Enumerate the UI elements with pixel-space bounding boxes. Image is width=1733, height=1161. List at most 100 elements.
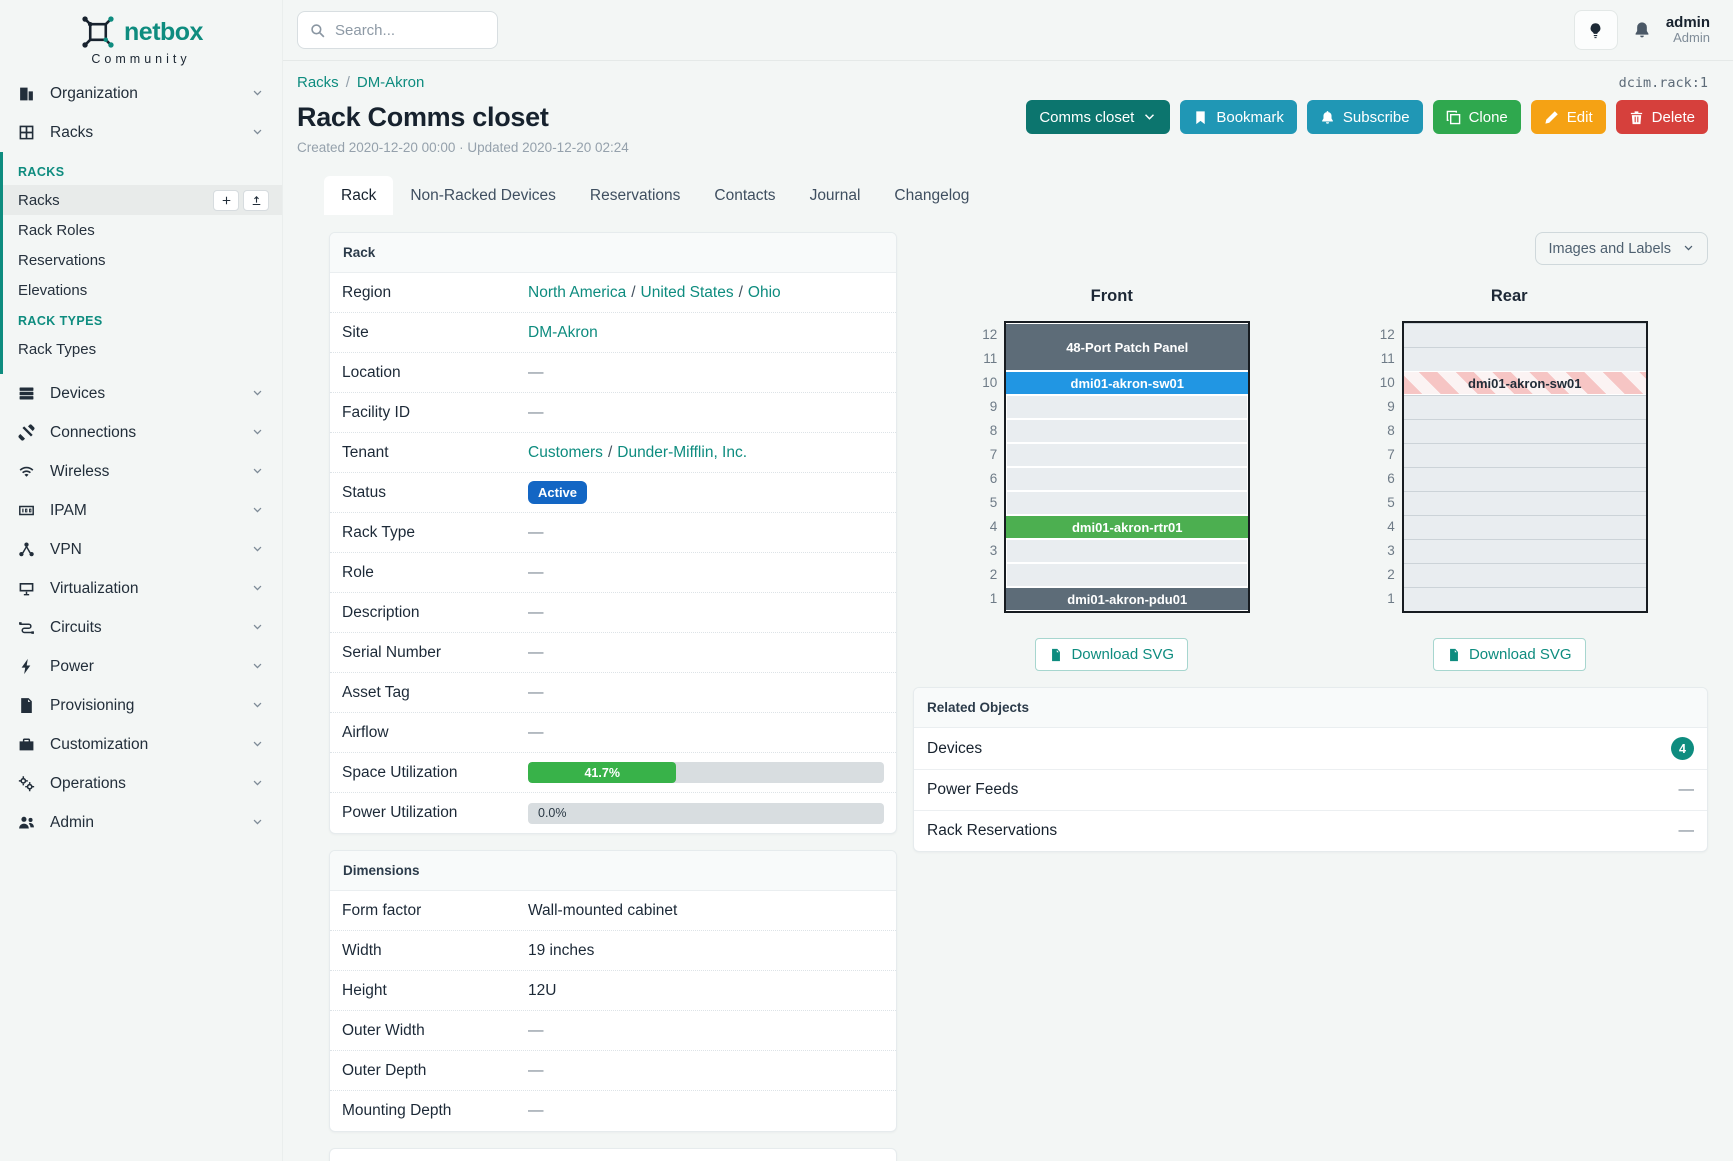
download-svg-button[interactable]: Download SVG xyxy=(1035,638,1189,671)
attribute-value: 0.0% xyxy=(528,802,884,824)
breadcrumb-racks[interactable]: Racks xyxy=(297,74,339,91)
sidebar-item-admin[interactable]: Admin xyxy=(0,803,282,842)
empty-rack-unit[interactable] xyxy=(1403,443,1646,467)
sidebar-subitem-rack-types[interactable]: Rack Types xyxy=(0,334,282,364)
notifications-bell-icon[interactable] xyxy=(1633,21,1651,39)
attribute-text: — xyxy=(528,723,544,741)
empty-rack-unit[interactable] xyxy=(1403,467,1646,491)
dimensions-panel-title: Dimensions xyxy=(330,851,896,891)
empty-rack-unit[interactable] xyxy=(1403,419,1646,443)
user-menu[interactable]: admin Admin xyxy=(1666,14,1710,46)
delete-button[interactable]: Delete xyxy=(1615,100,1708,134)
empty-rack-unit[interactable] xyxy=(1403,539,1646,563)
empty-rack-unit[interactable] xyxy=(1403,395,1646,419)
subscribe-button[interactable]: Subscribe xyxy=(1306,100,1423,134)
clone-button[interactable]: Clone xyxy=(1432,100,1521,134)
sidebar-item-provisioning[interactable]: Provisioning xyxy=(0,686,282,725)
value-link[interactable]: North America xyxy=(528,283,627,301)
value-link[interactable]: United States xyxy=(640,283,734,301)
related-row-rack-reservations[interactable]: Rack Reservations — xyxy=(914,810,1707,851)
tab-reservations[interactable]: Reservations xyxy=(589,187,681,204)
sidebar-subitem-racks[interactable]: Racks xyxy=(0,185,282,215)
attribute-label: Airflow xyxy=(342,723,389,741)
comms-closet-button[interactable]: Comms closet xyxy=(1026,100,1171,134)
sidebar-item-connections[interactable]: Connections xyxy=(0,413,282,452)
related-row-power-feeds[interactable]: Power Feeds — xyxy=(914,769,1707,810)
power-icon xyxy=(18,658,35,675)
sidebar-subitem-rack-roles[interactable]: Rack Roles xyxy=(0,215,282,245)
attribute-value: — xyxy=(528,364,884,382)
sidebar-item-devices[interactable]: Devices xyxy=(0,374,282,413)
sidebar-item-power[interactable]: Power xyxy=(0,647,282,686)
cut-off-panel xyxy=(329,1148,897,1161)
rack-device[interactable]: dmi01-akron-rtr01 xyxy=(1006,516,1249,538)
elevation-title: Rear xyxy=(1490,287,1528,305)
sidebar-item-virtualization[interactable]: Virtualization xyxy=(0,569,282,608)
sidebar-item-organization[interactable]: Organization xyxy=(0,74,282,113)
attribute-value: — xyxy=(528,564,884,582)
sidebar-item-racks[interactable]: Racks xyxy=(0,113,282,152)
sidebar-subitem-reservations[interactable]: Reservations xyxy=(0,245,282,275)
attribute-row-serial-number: Serial Number — xyxy=(330,633,896,673)
breadcrumb: Racks / DM-Akron dcim.rack:1 xyxy=(297,74,1708,91)
attribute-value: 41.7% xyxy=(528,762,884,783)
admin-icon xyxy=(18,814,35,831)
display-mode-select[interactable]: Images and Labels xyxy=(1535,232,1708,265)
empty-rack-unit[interactable] xyxy=(1007,444,1248,466)
tab-contacts[interactable]: Contacts xyxy=(714,187,776,204)
add-button[interactable] xyxy=(213,189,239,211)
attribute-row-status: Status Active xyxy=(330,473,896,513)
download-svg-button[interactable]: Download SVG xyxy=(1432,638,1586,671)
tab-journal[interactable]: Journal xyxy=(809,187,861,204)
rack-device[interactable]: 48-Port Patch Panel xyxy=(1006,324,1249,370)
sidebar-item-vpn[interactable]: VPN xyxy=(0,530,282,569)
empty-rack-unit[interactable] xyxy=(1403,515,1646,539)
empty-rack-unit[interactable] xyxy=(1007,492,1248,514)
tab-non-racked-devices[interactable]: Non-Racked Devices xyxy=(410,187,556,204)
empty-rack-unit[interactable] xyxy=(1403,323,1646,347)
related-row-devices[interactable]: Devices 4 xyxy=(914,728,1707,769)
breadcrumb-site[interactable]: DM-Akron xyxy=(356,74,425,91)
related-row-empty: — xyxy=(1678,781,1695,798)
bookmark-button[interactable]: Bookmark xyxy=(1180,100,1297,134)
sidebar-item-operations[interactable]: Operations xyxy=(0,764,282,803)
rack-device[interactable]: dmi01-akron-sw01 xyxy=(1403,372,1646,394)
search-input[interactable] xyxy=(335,21,485,39)
netbox-logo-icon xyxy=(79,13,117,51)
sidebar-item-wireless[interactable]: Wireless xyxy=(0,452,282,491)
chevron-down-icon xyxy=(251,777,264,790)
tab-changelog[interactable]: Changelog xyxy=(894,187,970,204)
rack-device[interactable]: dmi01-akron-pdu01 xyxy=(1006,588,1249,610)
empty-rack-unit[interactable] xyxy=(1007,540,1248,562)
empty-rack-unit[interactable] xyxy=(1007,396,1248,418)
value-link[interactable]: Ohio xyxy=(747,283,781,301)
sidebar-item-ipam[interactable]: IPAM xyxy=(0,491,282,530)
attribute-value: 19 inches xyxy=(528,942,884,960)
sidebar-item-customization[interactable]: Customization xyxy=(0,725,282,764)
attribute-label: Form factor xyxy=(342,901,422,919)
import-button[interactable] xyxy=(243,189,269,211)
search-box[interactable] xyxy=(297,11,498,49)
edit-button[interactable]: Edit xyxy=(1530,100,1606,134)
theme-toggle-button[interactable] xyxy=(1573,10,1618,50)
attribute-label: Role xyxy=(342,563,374,581)
empty-rack-unit[interactable] xyxy=(1403,347,1646,371)
sidebar: netbox Community Organization Racks RACKS… xyxy=(0,0,283,1161)
empty-rack-unit[interactable] xyxy=(1403,563,1646,587)
upload-icon xyxy=(251,195,262,206)
sidebar-subitem-elevations[interactable]: Elevations xyxy=(0,275,282,305)
value-link[interactable]: Dunder-Mifflin, Inc. xyxy=(617,443,748,461)
empty-rack-unit[interactable] xyxy=(1007,420,1248,442)
empty-rack-unit[interactable] xyxy=(1007,564,1248,586)
empty-rack-unit[interactable] xyxy=(1403,491,1646,515)
rack-icon xyxy=(18,124,35,141)
value-link[interactable]: Customers xyxy=(528,443,603,461)
unit-number: 9 xyxy=(989,399,998,414)
empty-rack-unit[interactable] xyxy=(1007,468,1248,490)
display-mode-label: Images and Labels xyxy=(1548,240,1671,257)
sidebar-item-circuits[interactable]: Circuits xyxy=(0,608,282,647)
rack-device[interactable]: dmi01-akron-sw01 xyxy=(1006,372,1249,394)
value-link[interactable]: DM-Akron xyxy=(528,323,598,341)
empty-rack-unit[interactable] xyxy=(1403,587,1646,611)
tab-rack[interactable]: Rack xyxy=(324,176,394,215)
